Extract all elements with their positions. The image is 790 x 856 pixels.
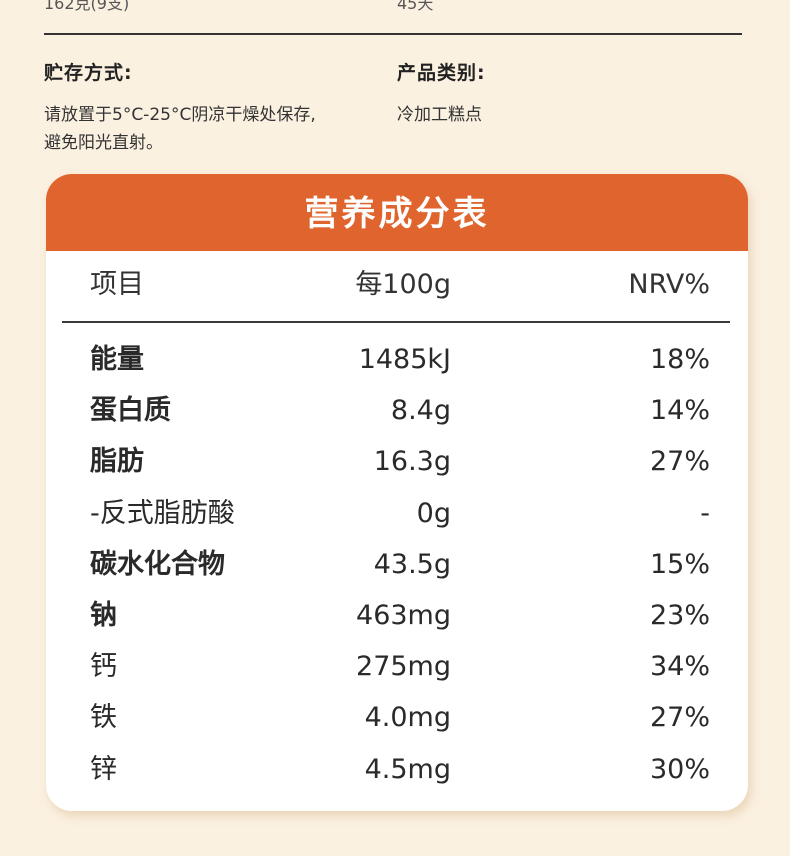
category-info: 产品类别: 冷加工糕点: [397, 58, 697, 129]
row-nrv: 23%: [649, 600, 710, 631]
row-item: 能量: [90, 344, 144, 375]
nutrition-card: 营养成分表 项目 每100g NRV% 能量 1485kJ 18% 蛋白质 8.4g 14…: [46, 174, 748, 811]
storage-line-1: 请放置于5°C-25°C阴凉干燥处保存,: [44, 105, 316, 125]
row-item: 脂肪: [90, 446, 144, 478]
table-header-row: 项目 每100g NRV%: [46, 265, 748, 305]
header-nrv: NRV%: [628, 269, 710, 300]
row-nrv: 27%: [649, 702, 710, 734]
row-item: 铁: [90, 702, 117, 734]
table-header-divider: [62, 321, 730, 323]
category-value: 冷加工糕点: [397, 105, 482, 125]
row-nrv: 27%: [649, 446, 710, 478]
row-per100g: 463mg: [356, 600, 451, 631]
row-nrv: 30%: [649, 753, 710, 785]
table-row: 能量 1485kJ 18%: [46, 340, 748, 380]
row-per100g: 275mg: [356, 651, 451, 683]
table-row: 碳水化合物 43.5g 15%: [46, 545, 748, 585]
row-nrv: 15%: [649, 548, 710, 580]
top-partial-row: 162克(9支) 45天: [44, 0, 744, 13]
top-partial-left: 162克(9支): [44, 0, 130, 13]
row-item: 蛋白质: [90, 395, 171, 427]
storage-line-2: 避免阳光直射。: [44, 133, 163, 153]
row-item: 碳水化合物: [90, 548, 225, 580]
row-item: -反式脂肪酸: [90, 497, 235, 529]
header-item: 项目: [90, 269, 144, 300]
row-per100g: 8.4g: [390, 395, 451, 427]
row-nrv: 18%: [649, 344, 710, 375]
table-row: 脂肪 16.3g 27%: [46, 442, 748, 482]
top-partial-right: 45天: [397, 0, 434, 13]
section-divider: [44, 33, 742, 35]
row-item: 锌: [90, 753, 117, 785]
table-row: -反式脂肪酸 0g -: [46, 494, 748, 534]
row-per100g: 1485kJ: [358, 344, 451, 375]
row-per100g: 16.3g: [373, 446, 451, 478]
category-label: 产品类别:: [397, 62, 486, 84]
header-per100g: 每100g: [355, 269, 451, 300]
table-row: 锌 4.5mg 30%: [46, 750, 748, 790]
row-per100g: 0g: [416, 497, 451, 529]
row-item: 钙: [90, 651, 117, 683]
row-per100g: 43.5g: [373, 548, 451, 580]
row-per100g: 4.5mg: [364, 753, 451, 785]
row-nrv: 34%: [649, 651, 710, 683]
table-row: 钙 275mg 34%: [46, 647, 748, 687]
table-row: 蛋白质 8.4g 14%: [46, 391, 748, 431]
row-nrv: 14%: [649, 395, 710, 427]
row-nrv: -: [700, 497, 710, 529]
row-item: 钠: [90, 600, 117, 631]
storage-info: 贮存方式: 请放置于5°C-25°C阴凉干燥处保存, 避免阳光直射。: [44, 58, 374, 157]
storage-label: 贮存方式:: [44, 62, 133, 84]
table-row: 钠 463mg 23%: [46, 596, 748, 636]
table-row: 铁 4.0mg 27%: [46, 698, 748, 738]
nutrition-title: 营养成分表: [46, 174, 748, 251]
row-per100g: 4.0mg: [364, 702, 451, 734]
